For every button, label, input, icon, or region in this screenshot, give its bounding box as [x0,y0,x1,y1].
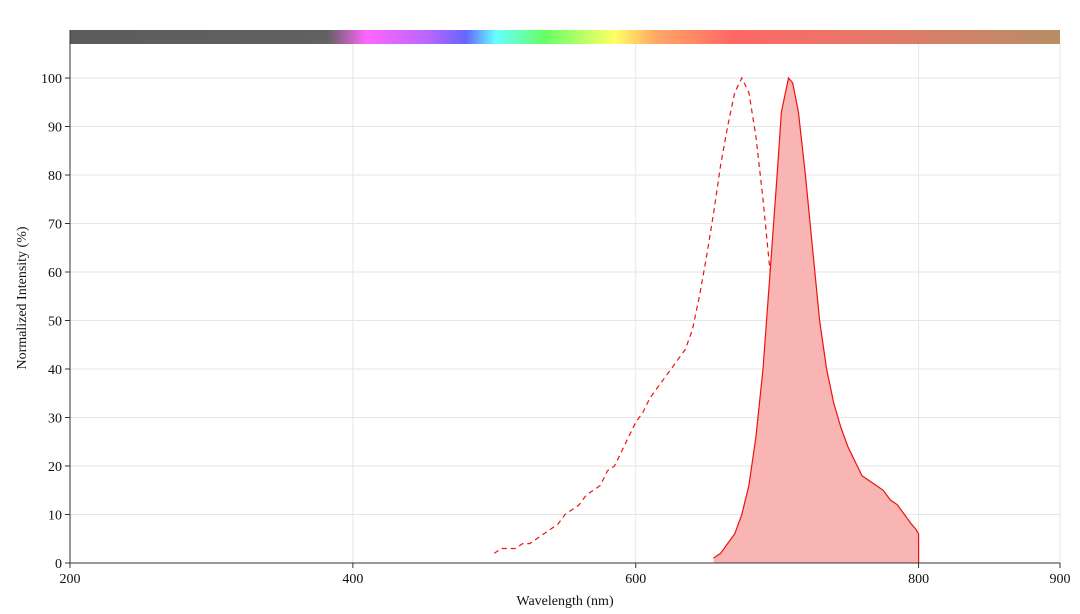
y-tick-label: 80 [48,169,62,184]
grid-lines [69,44,1061,564]
y-tick-label: 50 [48,315,62,330]
y-tick-label: 40 [48,363,62,378]
y-tick-label: 0 [55,557,62,572]
x-tick-label: 800 [908,572,929,587]
y-tick-label: 70 [48,218,62,233]
spectrum-bar [70,30,1060,44]
series-layer [493,76,920,564]
excitation-line [493,76,842,564]
axes: 200 400 600 800 900 0 10 20 30 40 50 60 70 80 90 100 [41,30,1071,587]
y-tick-label: 20 [48,460,62,475]
emission-area [713,78,919,563]
y-tick-label: 100 [41,72,62,87]
y-tick-label: 60 [48,266,62,281]
emission-line [713,76,920,563]
x-tick-label: 900 [1050,572,1071,587]
y-tick-label: 90 [48,121,62,136]
x-tick-label: 600 [625,572,646,587]
y-tick-label: 10 [48,509,62,524]
y-axis-title: Normalized Intensity (%) [15,226,30,369]
x-tick-label: 400 [342,572,363,587]
x-tick-label: 200 [60,572,81,587]
x-axis-title: Wavelength (nm) [516,594,614,609]
y-tick-label: 30 [48,412,62,427]
